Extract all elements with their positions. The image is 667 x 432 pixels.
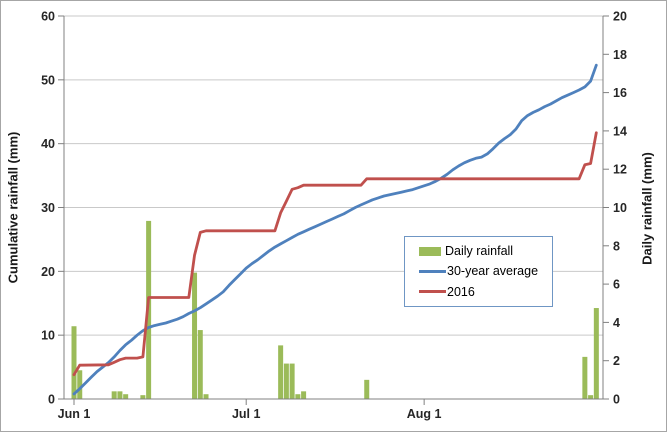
y-right-tick-label: 0	[613, 393, 620, 407]
bar-daily-rainfall	[364, 379, 370, 399]
y-left-tick-label: 40	[41, 137, 55, 151]
legend-label: 30-year average	[447, 264, 539, 279]
bar-daily-rainfall	[123, 394, 129, 399]
bar-daily-rainfall	[140, 395, 146, 399]
legend-label: Daily rainfall	[445, 244, 514, 259]
line-30-year-average	[72, 63, 598, 396]
y-axis-left-title: Cumulative rainfall (mm)	[5, 131, 21, 284]
line-swatch-icon	[419, 269, 446, 273]
y-axis-right-title: Daily rainfall (mm)	[639, 152, 655, 265]
bar-daily-rainfall	[71, 326, 77, 399]
y-right-tick-label: 2	[613, 354, 620, 368]
bar-daily-rainfall	[117, 391, 123, 399]
y-right-tick-label: 12	[613, 163, 627, 177]
bar-daily-rainfall	[289, 363, 295, 399]
y-right-tick-label: 4	[613, 316, 620, 330]
y-right-tick-label: 16	[613, 86, 627, 100]
legend-item-2016: 2016	[419, 285, 548, 299]
bar-daily-rainfall	[593, 308, 599, 399]
y-left-tick-label: 20	[41, 265, 55, 279]
line-swatch-icon	[419, 290, 446, 294]
bar-daily-rainfall	[197, 330, 203, 399]
y-left-tick-label: 50	[41, 73, 55, 87]
y-right-tick-label: 20	[613, 10, 627, 24]
y-left-tick-label: 0	[48, 393, 55, 407]
x-tick-label: Jul 1	[232, 407, 261, 421]
bar-daily-rainfall	[203, 394, 209, 399]
legend-item-30-year-average: 30-year average	[419, 264, 548, 278]
legend: Daily rainfall 30-year average 2016	[404, 236, 553, 307]
line-2016	[72, 131, 598, 377]
bar-daily-rainfall	[301, 391, 307, 399]
bar-daily-rainfall	[278, 345, 284, 399]
x-tick-label: Aug 1	[407, 407, 442, 421]
y-left-tick-label: 10	[41, 329, 55, 343]
y-right-tick-label: 14	[613, 124, 627, 138]
x-tick-label: Jun 1	[58, 407, 91, 421]
bar-daily-rainfall	[192, 272, 198, 399]
legend-label: 2016	[447, 284, 475, 299]
bar-daily-rainfall	[283, 363, 289, 399]
bar-daily-rainfall	[295, 394, 301, 399]
y-left-tick-label: 30	[41, 201, 55, 215]
bar-daily-rainfall	[111, 391, 117, 399]
bar-daily-rainfall	[582, 356, 588, 399]
y-right-tick-label: 6	[613, 278, 620, 292]
bar-daily-rainfall	[588, 395, 594, 399]
y-left-tick-label: 60	[41, 10, 55, 24]
y-right-tick-label: 8	[613, 239, 620, 253]
bar-swatch-icon	[419, 246, 441, 256]
bar-daily-rainfall	[77, 370, 83, 399]
y-right-tick-label: 10	[613, 201, 627, 215]
legend-item-daily-rainfall: Daily rainfall	[419, 244, 548, 258]
y-right-tick-label: 18	[613, 48, 627, 62]
